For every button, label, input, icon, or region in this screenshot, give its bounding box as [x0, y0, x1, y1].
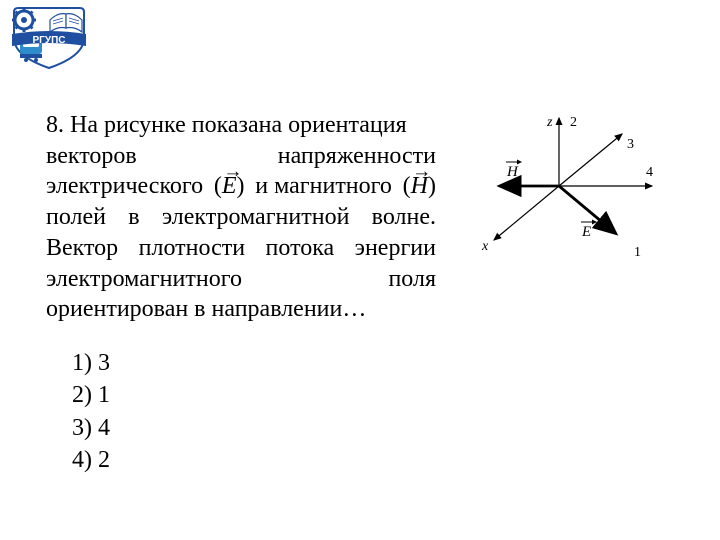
question-block: 8. На рисунке показана ориентация вектор… [46, 110, 676, 477]
question-row: 8. На рисунке показана ориентация вектор… [46, 110, 676, 325]
q-line-4: полей в электромагнитной волне. [46, 202, 436, 233]
dir-3-label: 3 [627, 137, 634, 152]
question-number: 8. [46, 112, 64, 138]
q-text-6a: электромагнитного [46, 264, 242, 295]
q-text-1: На рисунке показана ориентация [70, 112, 407, 138]
H-vector-label: H [506, 160, 522, 181]
q-line-7: ориентирован в направлении… [46, 294, 436, 325]
q-text-3a: электрического [46, 171, 203, 202]
axis-z-label: z [546, 115, 553, 130]
answer-2: 2) 1 [72, 379, 676, 411]
q-line-5: Вектор плотности потока энергии [46, 233, 436, 264]
dir-4-label: 4 [646, 165, 653, 180]
dir-1-label: 1 [634, 245, 641, 260]
paren-open-h: ( [403, 173, 411, 199]
q-line-3: электрического (→E) и магнитного (→H) [46, 171, 436, 202]
paren-open: ( [214, 173, 222, 199]
answer-3: 3) 4 [72, 412, 676, 444]
vector-diagram: z 2 4 x 3 1 H [454, 106, 664, 276]
formula-H: (→H) [403, 171, 436, 202]
q-text-3b: и магнитного [255, 171, 392, 202]
q-line-1: 8. На рисунке показана ориентация [46, 110, 436, 141]
q-text-2a: векторов [46, 141, 137, 172]
q-line-6: электромагнитного поля [46, 264, 436, 295]
question-text: 8. На рисунке показана ориентация вектор… [46, 110, 436, 325]
q-text-5: Вектор плотности потока энергии [46, 235, 436, 261]
E-letter-diag: E [581, 224, 591, 240]
institution-logo: РГУПС [4, 4, 94, 72]
formula-E: (→E) [214, 171, 245, 202]
dir-2-label: 2 [570, 115, 577, 130]
H-letter-diag: H [506, 164, 519, 180]
q-text-7: ориентирован в направлении… [46, 296, 366, 322]
answer-4: 4) 2 [72, 444, 676, 476]
q-text-4: полей в электромагнитной волне. [46, 204, 436, 230]
answer-options: 1) 3 2) 1 3) 4 4) 2 [72, 347, 676, 477]
answer-1: 1) 3 [72, 347, 676, 379]
axis-x-label: x [481, 239, 489, 254]
logo-text: РГУПС [33, 35, 66, 46]
q-text-6b: поля [388, 264, 436, 295]
E-vector-label: E [581, 220, 597, 241]
